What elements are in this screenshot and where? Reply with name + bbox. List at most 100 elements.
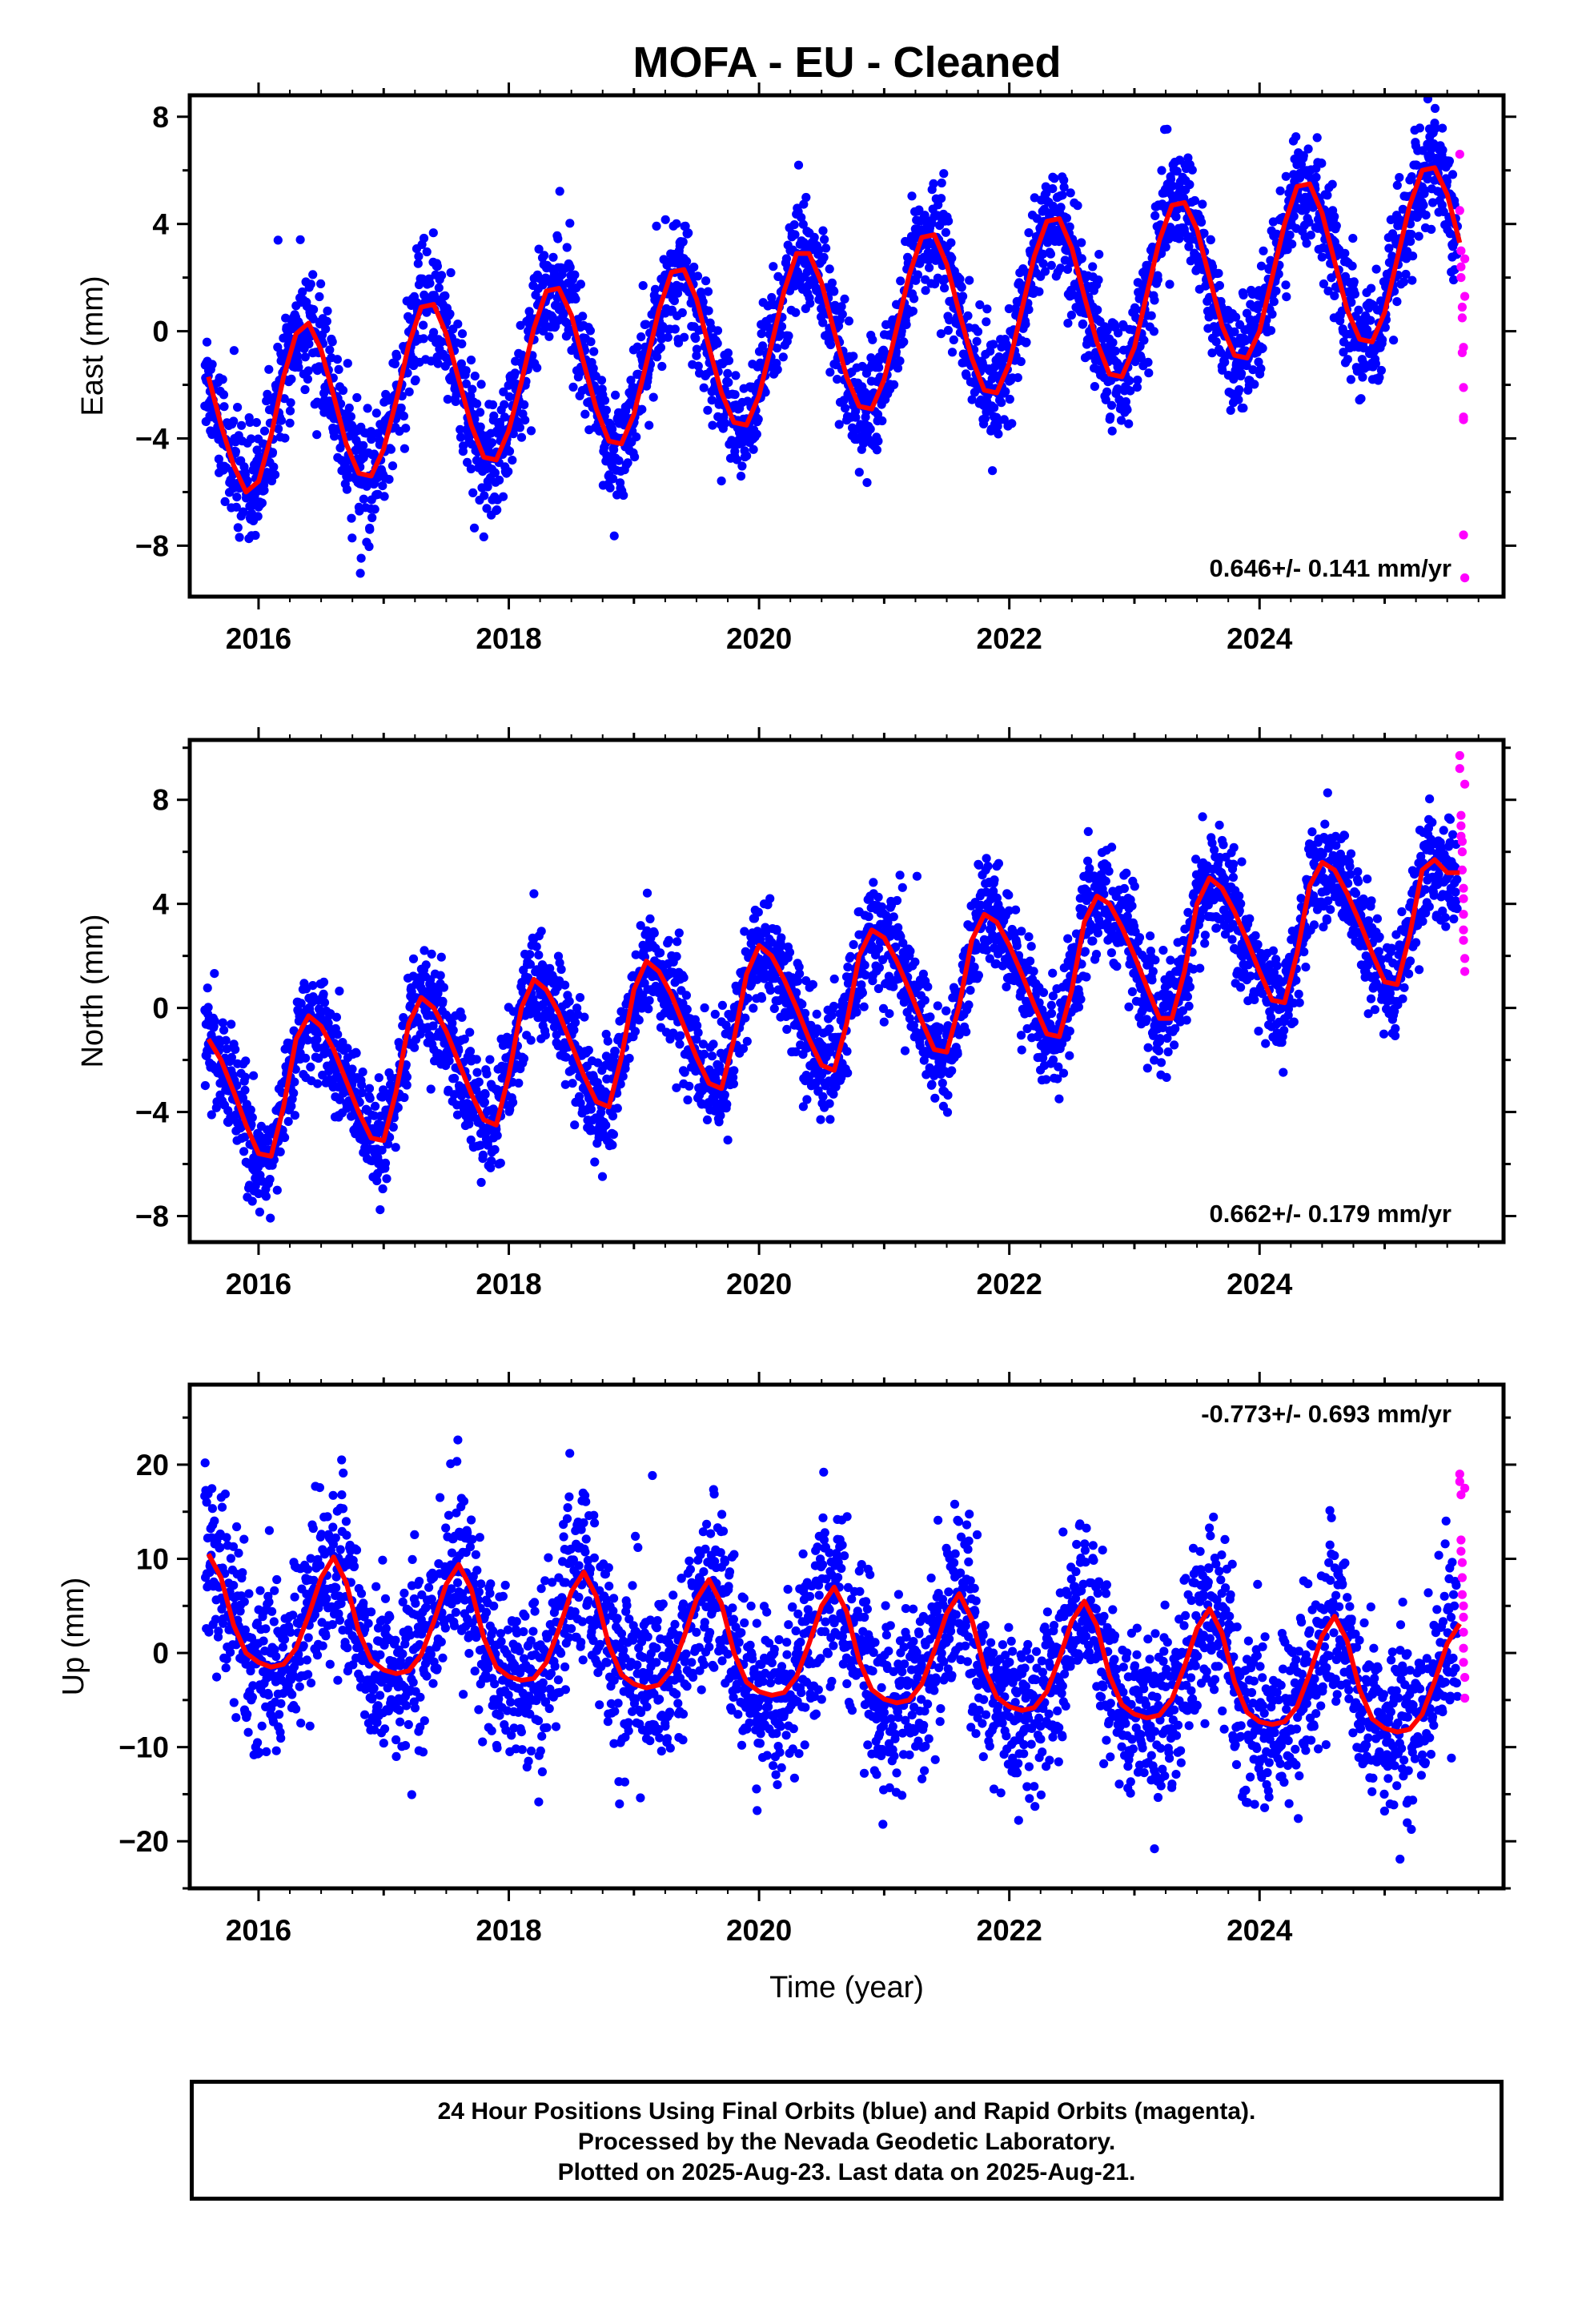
east-final-point — [237, 420, 247, 430]
east-rapid-point — [1459, 343, 1468, 352]
east-final-point — [235, 533, 244, 542]
north-final-point — [283, 1116, 293, 1126]
north-final-point — [420, 946, 429, 955]
east-final-point — [1039, 204, 1049, 214]
north-final-point — [738, 1043, 749, 1053]
north-final-point — [476, 1177, 486, 1188]
east-final-point — [356, 553, 366, 563]
east-final-point — [1376, 365, 1386, 376]
east-final-point — [553, 234, 563, 243]
east-final-point — [1090, 382, 1099, 392]
north-final-point — [231, 1044, 240, 1054]
east-final-point — [580, 409, 590, 419]
east-rapid-point — [1457, 302, 1467, 312]
north-final-point — [514, 1078, 524, 1088]
north-final-point — [561, 1052, 571, 1062]
north-final-point — [347, 1064, 357, 1074]
east-final-point — [1407, 230, 1416, 239]
north-final-point — [265, 1175, 275, 1184]
east-final-point — [371, 408, 381, 418]
north-final-point — [829, 1001, 839, 1011]
north-final-point — [318, 1070, 327, 1080]
east-final-point — [999, 415, 1009, 424]
north-final-point — [240, 1085, 250, 1095]
north-final-point — [829, 1089, 838, 1099]
east-final-point — [1005, 394, 1014, 404]
north-final-point — [525, 950, 535, 959]
north-final-point — [603, 1036, 612, 1046]
north-final-point — [210, 1016, 219, 1026]
north-final-point — [608, 1112, 618, 1121]
north-final-point — [476, 1140, 485, 1150]
east-final-point — [576, 279, 586, 289]
north-final-point — [569, 1025, 579, 1035]
east-final-point — [322, 316, 331, 326]
east-final-point — [429, 328, 439, 337]
east-final-point — [874, 363, 884, 372]
north-final-point — [374, 1073, 383, 1083]
east-final-point — [1306, 231, 1315, 240]
east-final-point — [1046, 260, 1056, 270]
east-final-point — [1375, 372, 1384, 382]
east-final-point — [1041, 182, 1050, 191]
east-final-point — [308, 270, 318, 279]
north-final-point — [634, 1015, 644, 1025]
east-final-point — [1094, 250, 1104, 259]
east-x-tick-label: 2016 — [226, 622, 291, 655]
east-final-point — [958, 292, 968, 301]
north-final-point — [452, 1110, 463, 1120]
north-final-point — [812, 1009, 821, 1019]
north-final-point — [526, 1035, 536, 1045]
east-final-point — [703, 287, 713, 296]
east-final-point — [757, 329, 766, 339]
north-final-point — [572, 1003, 582, 1013]
east-final-point — [470, 372, 480, 381]
east-final-point — [287, 374, 296, 384]
north-final-point — [448, 1019, 457, 1028]
east-final-point — [1258, 344, 1267, 353]
east-final-point — [868, 335, 877, 344]
east-final-point — [681, 221, 690, 231]
east-rapid-point — [1456, 262, 1466, 271]
north-final-point — [584, 1045, 593, 1055]
east-final-point — [347, 513, 356, 523]
east-final-point — [820, 235, 829, 244]
east-final-point — [1281, 280, 1291, 290]
north-final-point — [421, 960, 431, 970]
east-final-point — [789, 220, 799, 230]
north-final-point — [656, 948, 665, 958]
east-final-point — [921, 286, 930, 296]
east-final-point — [1007, 419, 1017, 428]
east-final-point — [1098, 366, 1107, 376]
east-final-point — [390, 359, 400, 368]
east-final-point — [274, 424, 283, 434]
east-final-point — [1034, 287, 1044, 296]
east-final-point — [259, 426, 270, 436]
east-final-point — [650, 284, 661, 294]
east-final-point — [251, 418, 261, 428]
east-final-point — [844, 316, 853, 326]
east-final-point — [990, 403, 999, 412]
east-final-point — [623, 458, 632, 468]
east-final-point — [1392, 180, 1402, 190]
east-final-point — [692, 344, 702, 354]
east-final-point — [872, 445, 881, 455]
north-final-point — [829, 974, 839, 984]
north-final-points — [200, 788, 1462, 1223]
east-final-point — [790, 230, 800, 239]
north-final-point — [275, 1147, 285, 1156]
east-final-point — [1237, 368, 1247, 378]
east-final-point — [1185, 179, 1195, 190]
north-final-point — [802, 1095, 812, 1104]
north-final-point — [457, 1012, 467, 1022]
east-final-point — [555, 187, 564, 196]
east-final-point — [495, 475, 504, 485]
east-final-point — [1136, 353, 1146, 363]
north-final-point — [239, 1147, 249, 1156]
east-final-point — [692, 351, 701, 360]
north-final-point — [610, 1047, 620, 1056]
east-final-point — [1356, 394, 1366, 404]
east-final-point — [699, 383, 709, 392]
east-final-point — [767, 292, 777, 303]
north-final-point — [464, 1120, 474, 1129]
